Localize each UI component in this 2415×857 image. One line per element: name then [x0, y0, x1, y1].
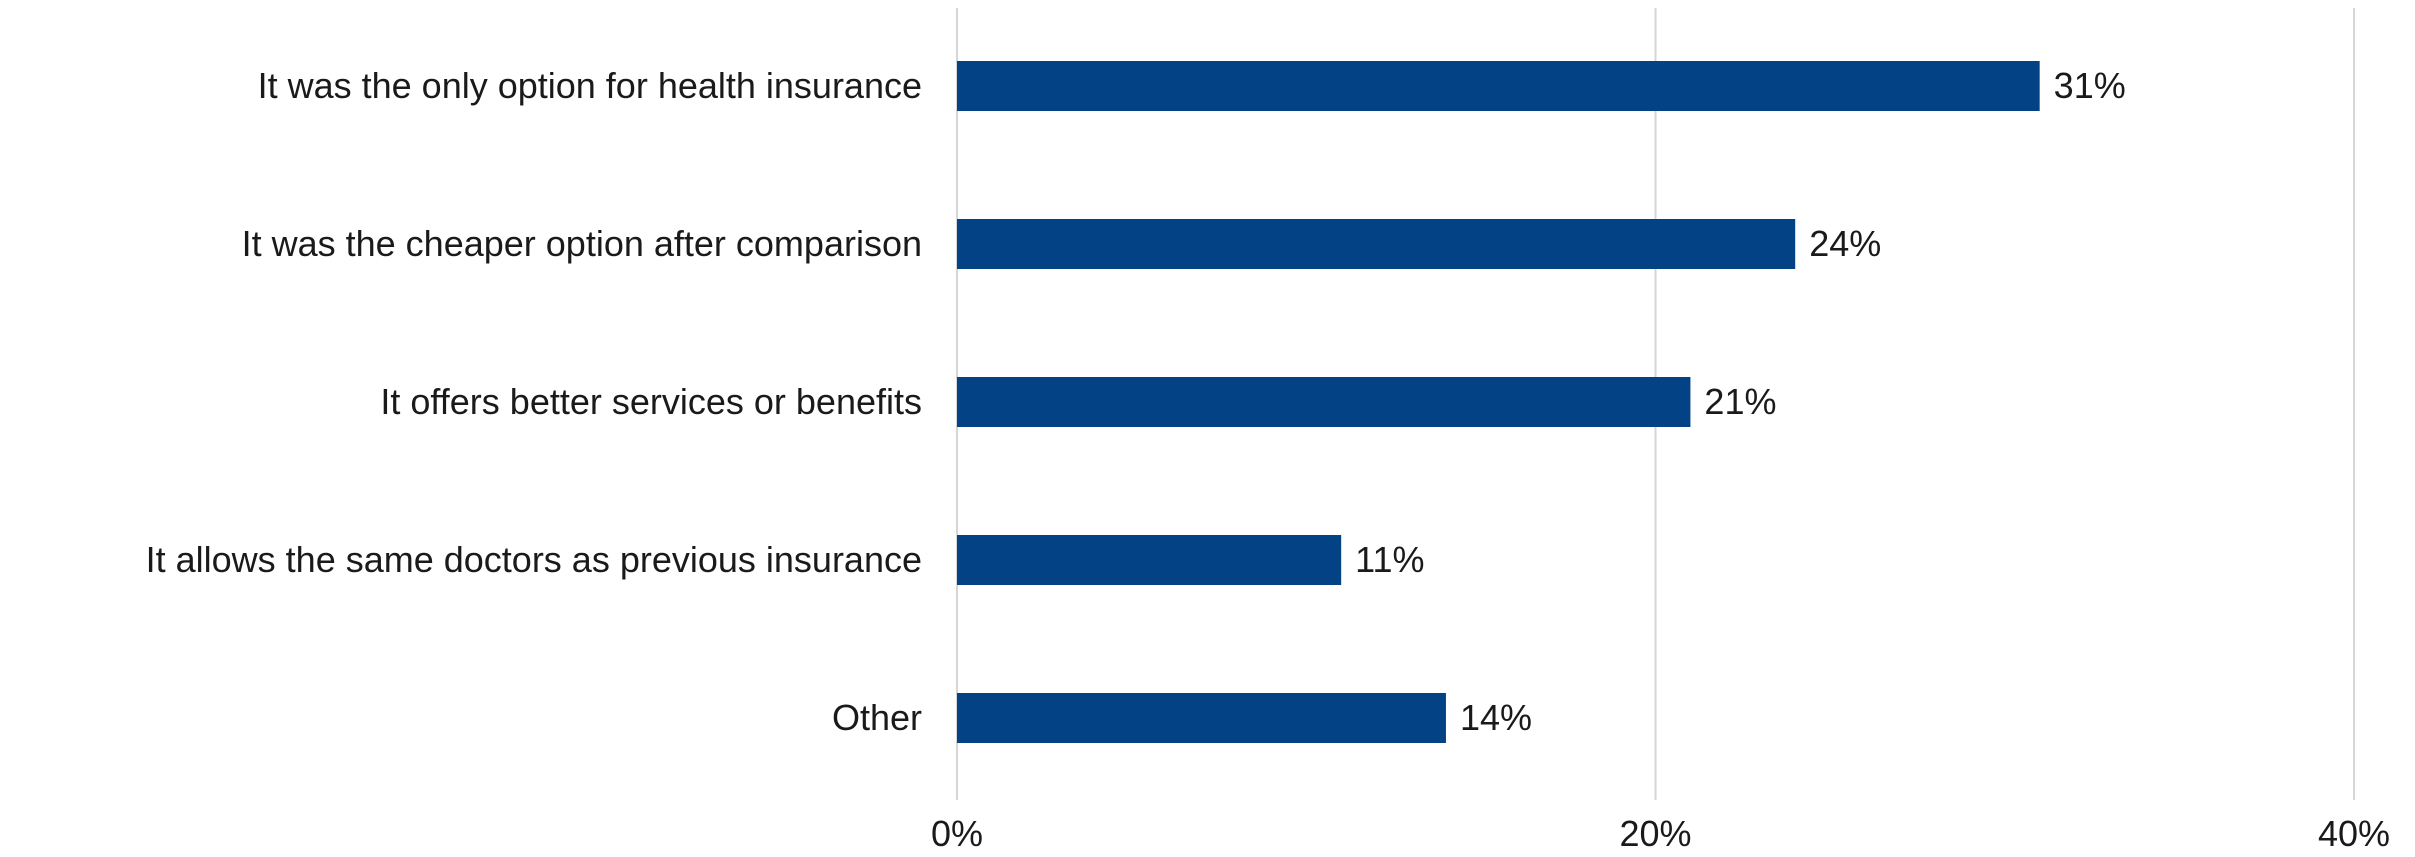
bar [957, 693, 1446, 743]
category-label: It offers better services or benefits [380, 381, 922, 422]
data-label: 31% [2054, 65, 2126, 106]
x-axis-tick-labels: 0% 20% 40% [931, 813, 2390, 854]
bar [957, 377, 1691, 427]
x-tick-label: 40% [2318, 813, 2390, 854]
category-label: Other [832, 697, 922, 738]
x-tick-label: 0% [931, 813, 983, 854]
data-label: 24% [1809, 223, 1881, 264]
bars [957, 61, 2040, 743]
data-label: 11% [1355, 539, 1424, 580]
data-label: 21% [1704, 381, 1776, 422]
category-label: It allows the same doctors as previous i… [146, 539, 922, 580]
bar [957, 219, 1796, 269]
category-labels: It was the only option for health insura… [146, 65, 922, 738]
category-label: It was the cheaper option after comparis… [242, 223, 922, 264]
bar [957, 535, 1342, 585]
category-label: It was the only option for health insura… [258, 65, 922, 106]
data-label: 14% [1460, 697, 1532, 738]
x-tick-label: 20% [1619, 813, 1691, 854]
bar [957, 61, 2040, 111]
value-labels: 31% 24% 21% 11% 14% [1355, 65, 2126, 738]
